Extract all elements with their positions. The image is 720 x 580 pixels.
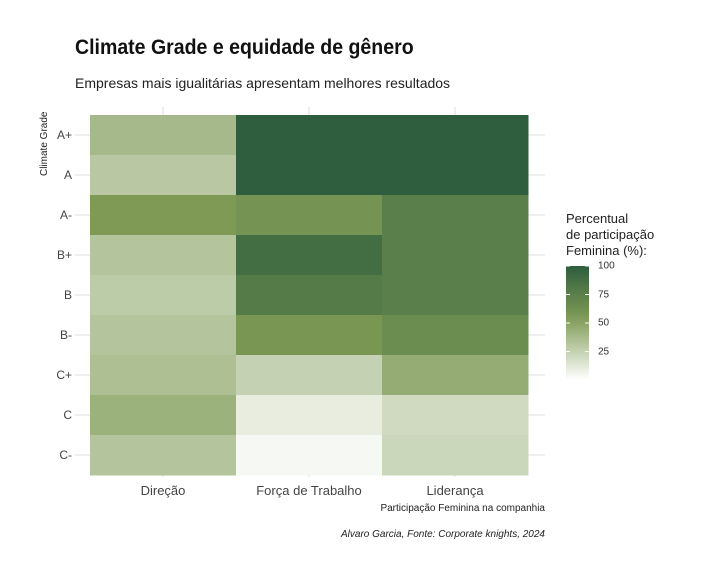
heatmap-cell	[90, 315, 237, 356]
heatmap-cell	[90, 435, 237, 476]
y-tick-label: A+	[56, 128, 72, 142]
heatmap-cell	[236, 355, 383, 396]
heatmap-cell	[236, 435, 383, 476]
heatmap-cell	[382, 395, 529, 436]
legend-tick-label: 25	[598, 346, 610, 357]
heatmap-cell	[236, 195, 383, 236]
legend-tick-label: 75	[598, 289, 610, 300]
heatmap-cell	[236, 235, 383, 276]
x-tick-label: Direção	[140, 483, 186, 498]
heatmap-cell	[236, 395, 383, 436]
y-tick-label: C-	[59, 448, 72, 462]
legend-tick-label: 50	[598, 317, 610, 329]
y-tick-label: A	[63, 168, 72, 182]
x-tick-label: Força de Trabalho	[256, 483, 362, 498]
heatmap-cell	[382, 115, 529, 156]
heatmap-cell	[382, 195, 529, 236]
x-tick-label: Liderança	[426, 483, 484, 498]
legend-colorbar	[566, 266, 589, 380]
heatmap-cell	[90, 355, 237, 396]
y-tick-label: C+	[56, 368, 72, 382]
y-tick-label: A-	[60, 208, 72, 222]
heatmap-cell	[90, 235, 237, 276]
heatmap-cell	[90, 155, 237, 196]
heatmap-cell	[236, 275, 383, 316]
chart-caption: Alvaro Garcia, Fonte: Corporate knights,…	[341, 529, 545, 540]
heatmap-cell	[236, 155, 383, 196]
legend-tick-label: 100	[598, 260, 615, 272]
heatmap-cell	[236, 115, 383, 156]
heatmap-cell	[382, 435, 529, 476]
heatmap-cell	[382, 275, 529, 316]
y-tick-label: B+	[56, 248, 72, 262]
y-tick-label: B-	[60, 328, 72, 342]
chart-subtitle: Empresas mais igualitárias apresentam me…	[75, 75, 451, 91]
heatmap-cell	[382, 155, 529, 196]
heatmap-cell	[90, 395, 237, 436]
heatmap-cell	[382, 315, 529, 356]
heatmap-cell	[90, 195, 237, 236]
heatmap-cell	[90, 275, 237, 316]
y-tick-label: B	[63, 288, 72, 302]
y-tick-label: C	[63, 408, 72, 422]
heatmap-cell	[382, 355, 529, 396]
heatmap-cell	[236, 315, 383, 356]
heatmap-cells	[90, 115, 529, 476]
x-axis-label: Participação Feminina na companhia	[380, 503, 545, 514]
heatmap-cell	[382, 235, 529, 276]
heatmap-cell	[90, 115, 237, 156]
chart-title: Climate Grade e equidade de gênero	[75, 36, 414, 59]
legend-title: Percentual de participação Feminina (%):	[566, 211, 655, 258]
